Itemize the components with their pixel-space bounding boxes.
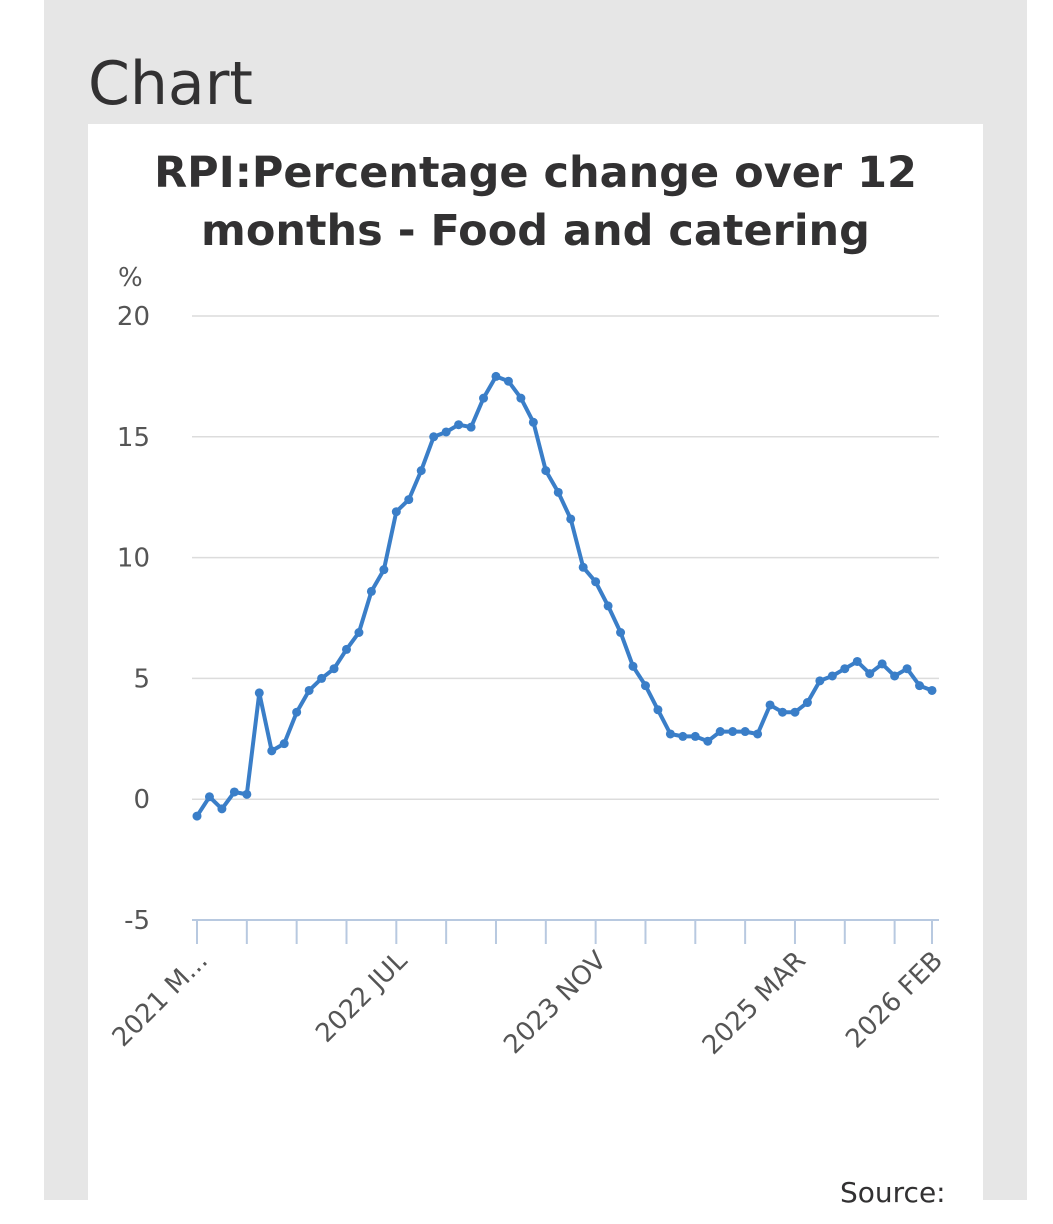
data-point xyxy=(740,727,750,737)
data-point xyxy=(665,729,675,739)
data-point xyxy=(304,685,314,695)
x-tick-label: 2022 JUL xyxy=(310,945,413,1048)
y-tick-label: 15 xyxy=(117,423,150,453)
data-point xyxy=(217,804,227,814)
data-point xyxy=(653,705,663,715)
line-chart: -5 0 5 10 15 20% 2021 M... 2022 JUL 2023 NOV 2025… xyxy=(107,263,949,1061)
data-point xyxy=(790,707,800,717)
y-tick-label: -5 xyxy=(124,906,150,936)
data-point xyxy=(765,700,775,710)
y-tick-label: 5 xyxy=(133,664,150,694)
data-point xyxy=(877,659,887,669)
data-point xyxy=(728,727,738,737)
data-point xyxy=(616,627,626,637)
data-point xyxy=(503,376,513,386)
data-point xyxy=(479,393,489,403)
data-point xyxy=(902,664,912,674)
data-point xyxy=(541,466,551,476)
data-point xyxy=(603,601,613,611)
source-label: Source: xyxy=(840,1176,946,1209)
data-point xyxy=(715,727,725,737)
data-point xyxy=(341,644,351,654)
data-point xyxy=(591,577,601,587)
data-point xyxy=(778,707,788,717)
data-point xyxy=(827,671,837,681)
data-point xyxy=(690,731,700,741)
data-point xyxy=(254,688,264,698)
data-point xyxy=(204,792,214,802)
data-point xyxy=(678,731,688,741)
y-axis-unit-label: % xyxy=(118,263,143,293)
data-point xyxy=(890,671,900,681)
series-line xyxy=(195,374,934,819)
data-point xyxy=(292,707,302,717)
data-point xyxy=(267,746,277,756)
chart-card: RPI:Percentage change over 12 months - F… xyxy=(88,124,983,1224)
data-point xyxy=(279,739,289,749)
data-point xyxy=(354,627,364,637)
chart-title: RPI:Percentage change over 12 months - F… xyxy=(154,148,917,256)
x-tick-label: 2021 M... xyxy=(107,946,214,1053)
data-point xyxy=(416,466,426,476)
data-point xyxy=(865,669,875,679)
data-point xyxy=(516,393,526,403)
data-point xyxy=(703,736,713,746)
data-point xyxy=(753,729,763,739)
data-point xyxy=(441,427,451,437)
data-point xyxy=(404,495,414,505)
data-point xyxy=(628,661,638,671)
data-point xyxy=(566,514,576,524)
x-tick-label: 2026 FEB xyxy=(840,946,949,1055)
data-point xyxy=(491,371,501,381)
data-point xyxy=(466,422,476,432)
data-point xyxy=(553,487,563,497)
data-point xyxy=(329,664,339,674)
y-tick-label: 0 xyxy=(133,785,150,815)
data-point xyxy=(840,664,850,674)
data-point xyxy=(815,676,825,686)
data-point xyxy=(391,507,401,517)
data-point xyxy=(229,787,239,797)
data-point xyxy=(927,685,937,695)
data-point xyxy=(578,562,588,572)
y-tick-label: 20 xyxy=(117,302,150,332)
data-point xyxy=(366,586,376,596)
y-tick-label: 10 xyxy=(117,544,150,574)
data-point xyxy=(640,681,650,691)
data-point xyxy=(915,681,925,691)
x-tick-label: 2025 MAR xyxy=(697,946,812,1061)
data-point xyxy=(379,565,389,575)
section-title: Chart xyxy=(88,49,253,119)
data-point xyxy=(429,432,439,442)
data-point xyxy=(802,698,812,708)
data-point xyxy=(528,417,538,427)
data-point xyxy=(242,789,252,799)
data-point xyxy=(852,656,862,666)
data-point xyxy=(317,673,327,683)
x-tick-label: 2023 NOV xyxy=(498,946,612,1060)
data-point xyxy=(192,811,202,821)
data-point xyxy=(454,420,464,430)
